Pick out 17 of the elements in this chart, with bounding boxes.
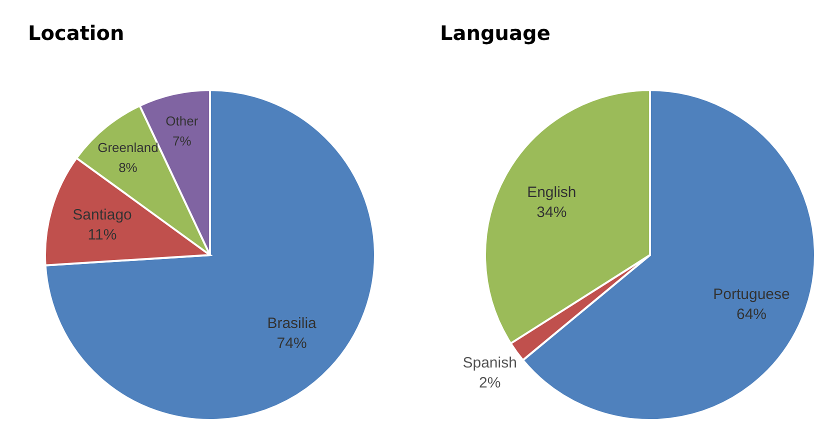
slice-label: English [527, 184, 576, 201]
slice-label: Other [166, 113, 199, 128]
data-label: 11% [88, 226, 117, 244]
chart-title: Language [440, 21, 550, 45]
data-label: 34% [536, 204, 567, 221]
data-label: 8% [118, 160, 138, 175]
data-label: 74% [276, 334, 307, 352]
slice-label: Portuguese [713, 286, 790, 303]
chart-title: Location [28, 21, 124, 45]
data-label: 64% [736, 306, 767, 323]
slice-label: Greenland [98, 140, 158, 155]
data-label: 2% [478, 374, 501, 392]
data-label: 7% [172, 133, 192, 148]
slice-label: Brasilia [267, 314, 318, 332]
slice-label: Spanish [462, 354, 517, 372]
pie-slice [44, 89, 376, 421]
slice-label: Santiago [72, 206, 132, 224]
